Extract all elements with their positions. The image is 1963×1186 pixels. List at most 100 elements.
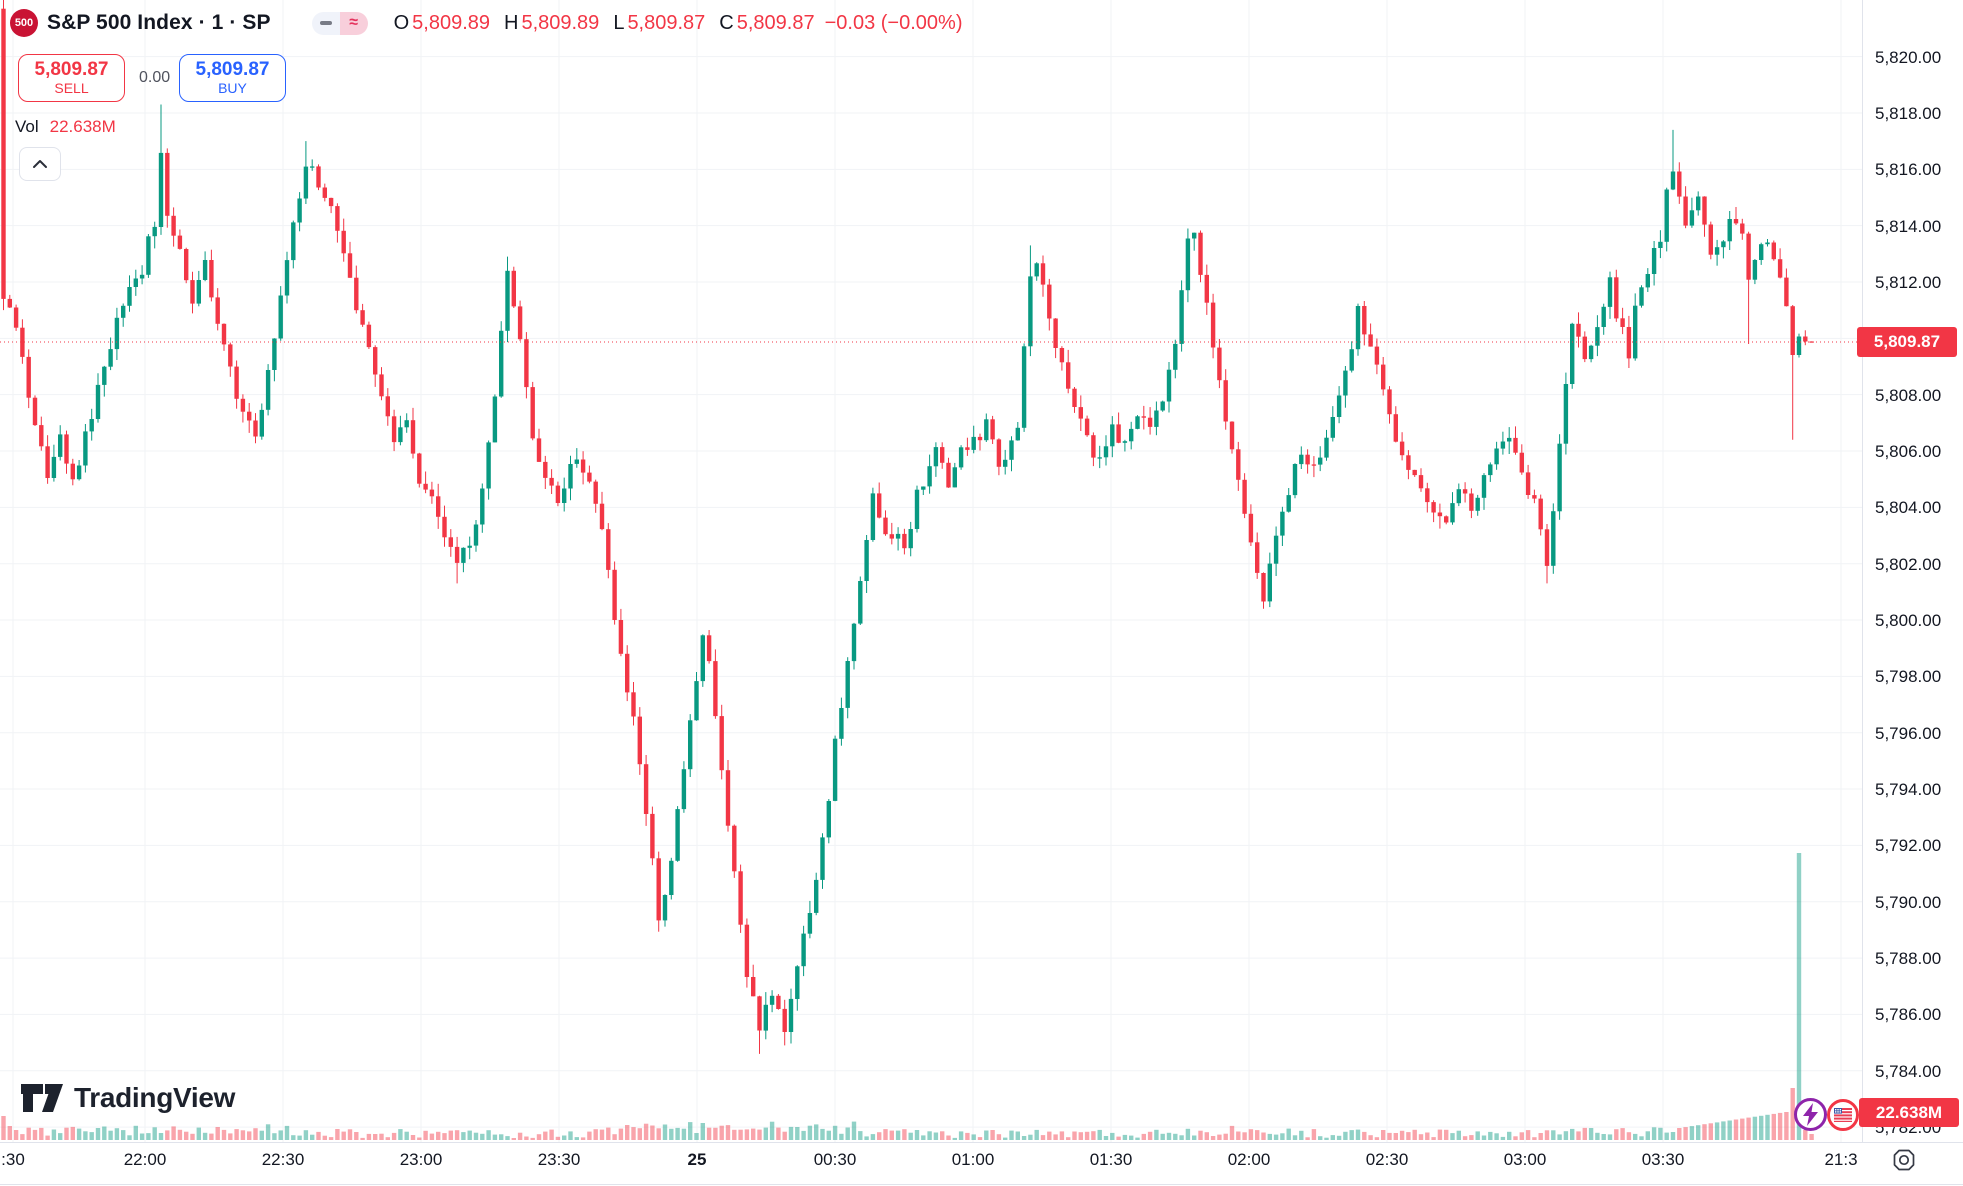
candle-body (1267, 563, 1272, 602)
candle-body (448, 537, 453, 547)
volume-bar (1595, 1132, 1600, 1140)
volume-bar (1607, 1134, 1613, 1140)
minus-icon[interactable] (311, 11, 340, 35)
candle-body (240, 398, 246, 412)
candle-body (1110, 424, 1115, 447)
volume-bar (1651, 1127, 1657, 1140)
tradingview-logo[interactable]: TradingView (20, 1082, 235, 1114)
time-axis-label: 00:30 (813, 1150, 857, 1169)
candle-body (1733, 219, 1739, 224)
candle-body (1305, 454, 1310, 465)
volume-bar (1154, 1129, 1159, 1140)
candle-body (1462, 489, 1468, 494)
volume-bar (776, 1127, 781, 1140)
volume-bar (574, 1137, 579, 1140)
candle-body (354, 277, 359, 311)
volume-bar (1267, 1133, 1272, 1140)
candle-body (845, 661, 850, 708)
volume-bar (933, 1132, 939, 1140)
candle-body (965, 447, 970, 450)
price-axis-label: 5,804.00 (1875, 498, 1942, 518)
candle-body (45, 446, 50, 478)
volume-bar (757, 1129, 762, 1140)
current-time-label: 21:3 (1824, 1150, 1858, 1169)
candle-body (1173, 343, 1178, 370)
volume-bar (1084, 1131, 1090, 1140)
high-value: 5,809.89 (521, 11, 600, 34)
volume-bar (618, 1128, 624, 1140)
volume-bar (83, 1131, 88, 1140)
volume-bar (448, 1130, 453, 1140)
collapse-pane-button[interactable] (19, 147, 61, 181)
buy-button[interactable]: 5,809.87 BUY (179, 54, 286, 102)
volume-bar (347, 1129, 353, 1140)
buy-price: 5,809.87 (195, 59, 270, 81)
candle-body (788, 998, 794, 1032)
approx-icon[interactable]: ≈ (339, 11, 368, 35)
candle-body (971, 436, 976, 450)
price-axis-label: 5,790.00 (1875, 892, 1942, 912)
candle-body (1702, 196, 1707, 225)
candle-body (76, 465, 82, 480)
volume-bar (45, 1135, 50, 1140)
volume-bar (1374, 1137, 1380, 1140)
candlestick-chart[interactable] (0, 0, 1862, 1142)
volume-bar (952, 1137, 957, 1140)
sell-button[interactable]: 5,809.87 SELL (18, 54, 125, 102)
volume-bar (977, 1137, 983, 1140)
candle-body (1047, 284, 1052, 319)
price-axis-label: 5,818.00 (1875, 103, 1942, 123)
candle-body (1034, 263, 1039, 277)
price-axis-label: 5,784.00 (1875, 1061, 1942, 1081)
candle-body (1777, 259, 1783, 278)
volume-bar (946, 1135, 951, 1140)
candle-body (713, 661, 718, 717)
volume-bar (902, 1129, 907, 1140)
candle-body (89, 419, 94, 432)
volume-bar (1702, 1124, 1707, 1140)
candle-body (612, 569, 617, 620)
volume-bar (511, 1138, 516, 1140)
price-axis[interactable]: 5,820.00 5,818.00 5,816.00 5,814.00 5,812.00… (1862, 0, 1963, 1142)
candle-body (1236, 449, 1241, 480)
axis-settings-icon[interactable] (1891, 1147, 1917, 1173)
candle-body (429, 489, 435, 497)
volume-bar (184, 1131, 189, 1140)
candle-body (1129, 428, 1134, 442)
volume-bar (121, 1130, 126, 1140)
candle-body (1437, 512, 1443, 517)
candle-body (675, 809, 680, 861)
volume-bar (694, 1133, 699, 1140)
market-flag-icon[interactable] (1827, 1099, 1859, 1131)
spread-value: 0.00 (139, 69, 171, 86)
volume-bar (763, 1127, 768, 1140)
volume-bar (379, 1133, 384, 1140)
candle-body (1796, 336, 1802, 355)
candle-body (1393, 414, 1398, 442)
candle-body (599, 503, 605, 530)
legend-source-toggle[interactable]: ≈ (311, 11, 368, 35)
volume-bar (562, 1135, 567, 1140)
volume-bar (1740, 1118, 1745, 1140)
sell-price: 5,809.87 (34, 59, 109, 81)
volume-bar (95, 1128, 101, 1140)
volume-bar (814, 1124, 819, 1140)
volume-bar (795, 1127, 800, 1140)
realtime-status-icon[interactable] (1794, 1098, 1827, 1131)
symbol-logo[interactable]: 500 (10, 9, 38, 37)
candle-body (568, 464, 573, 489)
volume-bar (908, 1132, 913, 1140)
candle-body (95, 384, 101, 419)
volume-bar (940, 1131, 945, 1140)
current-price-value: 5,809.87 (1873, 332, 1941, 351)
symbol-title[interactable]: S&P 500 Index · 1 · SP (47, 11, 271, 34)
candle-body (1475, 497, 1480, 511)
time-axis-date-label: 25 (687, 1150, 707, 1169)
time-axis[interactable]: :30 22:00 22:30 23:00 23:30 25 00:30 01:00 01:30… (0, 1142, 1963, 1185)
volume-bar (1261, 1132, 1266, 1140)
candle-body (1280, 511, 1285, 536)
candle-body (461, 547, 466, 563)
volume-bar (1336, 1135, 1342, 1140)
candle-body (914, 489, 920, 529)
price-axis-label: 5,812.00 (1875, 272, 1942, 292)
